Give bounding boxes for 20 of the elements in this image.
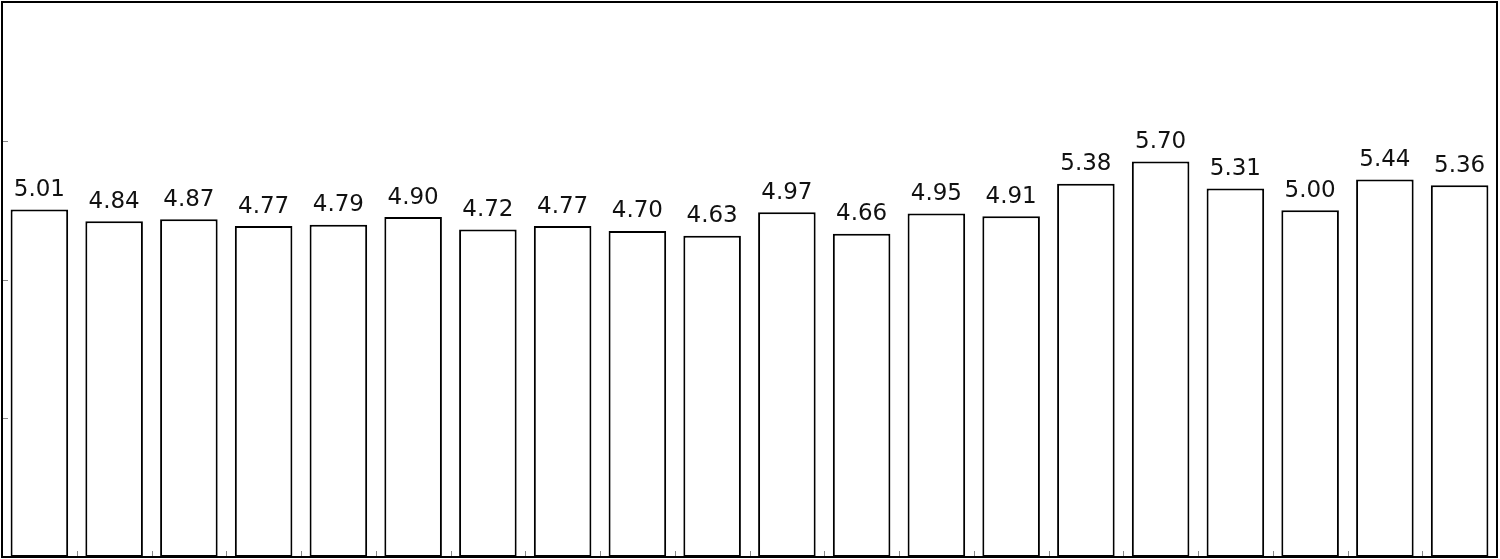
data-label: 4.95 [910,179,962,206]
data-label: 5.44 [1359,145,1411,172]
data-label: 5.01 [13,174,65,201]
data-label: 4.79 [312,190,364,217]
data-label: 4.72 [462,195,514,222]
data-label: 5.36 [1434,150,1486,177]
data-label: 4.87 [163,184,215,211]
data-label: 4.63 [686,201,738,228]
data-label: 5.38 [1060,149,1112,176]
data-label: 5.00 [1284,175,1336,202]
data-label: 4.84 [88,186,140,213]
data-label: 5.70 [1135,127,1187,154]
data-label: 4.97 [761,177,813,204]
data-label: 4.77 [537,191,589,218]
data-label: 4.70 [611,196,663,223]
data-label: 4.90 [387,182,439,209]
data-label: 4.77 [238,191,290,218]
data-label: 4.66 [836,199,888,226]
data-label: 5.31 [1209,154,1261,181]
data-label: 4.91 [985,181,1037,208]
